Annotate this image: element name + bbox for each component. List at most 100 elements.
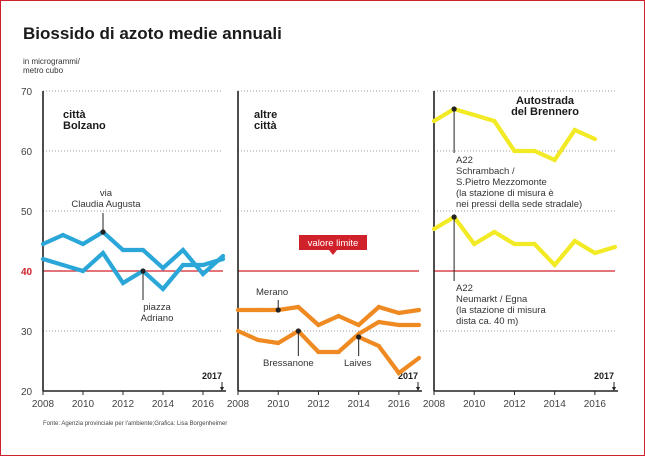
data-point-3-1-2014 <box>552 157 557 163</box>
limit-callout-pointer <box>329 250 337 255</box>
data-point-1-2-2017 <box>220 256 226 262</box>
data-point-3-1-2015 <box>572 127 577 133</box>
annotation-label-3-1: A22 Schrambach / S.Pietro Mezzomonte (la st… <box>456 155 582 210</box>
data-point-1-2-2011 <box>100 250 106 256</box>
x-tick-label-3-2008: 2008 <box>423 399 446 410</box>
data-point-1-2-2010 <box>80 268 86 274</box>
x-tick-label-2-2014: 2014 <box>348 399 371 410</box>
series-line-2-1 <box>238 304 420 328</box>
x-tick-label-2-2010: 2010 <box>267 399 290 410</box>
data-point-2-1-2016 <box>396 310 401 316</box>
x-tick-label-1-2008: 2008 <box>32 399 55 410</box>
data-point-2-3-2016 <box>396 370 401 376</box>
data-point-3-2-2008 <box>431 226 437 232</box>
x-tick-label-1-2016: 2016 <box>192 399 215 410</box>
panel-title-1: città Bolzano <box>63 109 106 132</box>
y-tick-label-40: 40 <box>21 267 33 278</box>
x-tick-label-2-2016: 2016 <box>388 399 411 410</box>
data-point-3-1-2010 <box>472 112 477 118</box>
annotation-dot-3-1 <box>451 106 457 112</box>
y-tick-label-70: 70 <box>21 87 33 98</box>
x-tick-label-2-2008: 2008 <box>227 399 250 410</box>
annotation-dot-1-2 <box>140 268 146 274</box>
x-tick-label-2-2012: 2012 <box>307 399 330 410</box>
data-point-2-1-2012 <box>316 322 321 328</box>
data-point-2-3-2015 <box>376 343 381 349</box>
data-point-3-2-2017 <box>612 244 618 250</box>
data-point-1-1-2008 <box>40 241 46 247</box>
limit-callout-label: valore limite <box>308 238 359 249</box>
panel-title-2: altre città <box>254 109 278 132</box>
annotation-dot-2-3 <box>356 334 362 340</box>
data-point-2-2-2009 <box>256 337 261 343</box>
data-point-1-2-2015 <box>180 262 186 268</box>
data-point-3-1-2012 <box>512 148 517 154</box>
data-point-1-1-2016 <box>200 271 206 277</box>
chart-title: Biossido di azoto medie annuali <box>23 24 282 43</box>
data-point-1-1-2012 <box>120 247 126 253</box>
data-point-1-2-2008 <box>40 256 46 262</box>
annotation-dot-2-2 <box>295 328 301 334</box>
series-line-2-3 <box>357 335 421 376</box>
data-point-1-2-2009 <box>60 262 66 268</box>
data-point-1-1-2014 <box>160 265 166 271</box>
data-point-3-1-2008 <box>431 118 437 124</box>
x-tick-label-3-2016: 2016 <box>584 399 607 410</box>
data-point-1-1-2010 <box>80 241 86 247</box>
data-point-2-2-2008 <box>235 328 241 334</box>
x-tick-label-1-2012: 2012 <box>112 399 135 410</box>
x-tick-label-1-2014: 2014 <box>152 399 175 410</box>
data-point-3-2-2013 <box>532 241 537 247</box>
x-tick-label-1-2010: 2010 <box>72 399 95 410</box>
y-tick-label-50: 50 <box>21 207 33 218</box>
data-point-1-2-2012 <box>120 280 126 286</box>
year-2017-label-2: 2017 <box>398 371 418 381</box>
data-point-2-1-2011 <box>296 304 301 310</box>
year-2017-arrow-1 <box>220 387 224 391</box>
data-point-3-2-2015 <box>572 238 577 244</box>
year-2017-arrow-3 <box>612 387 616 391</box>
data-point-2-3-2017 <box>416 355 422 361</box>
series-line-1-1 <box>42 229 225 278</box>
unit-label-2: metro cubo <box>23 66 64 75</box>
data-point-2-1-2009 <box>256 307 261 313</box>
data-point-2-2-2010 <box>276 340 281 346</box>
data-point-2-1-2014 <box>356 322 361 328</box>
data-point-2-1-2008 <box>235 307 241 313</box>
data-point-1-1-2017 <box>220 253 226 259</box>
data-point-1-1-2015 <box>180 247 186 253</box>
annotation-label-1-2: piazza Adriano <box>141 302 174 324</box>
plot-area: 20 30 40 50 60 70 2008 2010 2012 2014 2016 2017 citt… <box>21 87 618 410</box>
series-line-2-2 <box>237 319 419 355</box>
data-point-2-2-2017 <box>416 322 422 328</box>
data-point-2-1-2017 <box>416 307 422 313</box>
data-point-1-1-2009 <box>60 232 66 238</box>
data-point-2-2-2016 <box>396 322 401 328</box>
y-tick-label-20: 20 <box>21 387 33 398</box>
series-line-1-2 <box>42 249 224 293</box>
x-tick-label-3-2010: 2010 <box>463 399 486 410</box>
series-line-3-2 <box>432 214 616 269</box>
y-tick-label-30: 30 <box>21 327 33 338</box>
data-point-2-1-2015 <box>376 304 381 310</box>
year-2017-arrow-2 <box>416 387 420 391</box>
data-point-1-2-2016 <box>200 262 206 268</box>
annotation-label-1-1: via Claudia Augusta <box>71 188 141 210</box>
data-point-3-1-2013 <box>532 148 537 154</box>
source-note: Fonte: Agenzia provinciale per l'ambient… <box>43 421 227 427</box>
data-point-3-2-2011 <box>492 229 497 235</box>
data-point-3-2-2012 <box>512 241 517 247</box>
annotation-dot-1-1 <box>100 229 106 235</box>
annotation-dot-3-2 <box>451 214 457 220</box>
data-point-3-1-2016 <box>592 136 597 142</box>
x-tick-label-3-2014: 2014 <box>544 399 567 410</box>
annotation-label-2-2: Bressanone <box>263 358 314 369</box>
year-2017-label-1: 2017 <box>202 371 222 381</box>
panel-title-3: Autostrada del Brennero <box>511 95 579 118</box>
data-point-2-1-2013 <box>336 313 341 319</box>
annotation-dot-2-1 <box>275 307 281 313</box>
unit-label-1: in microgrammi/ <box>23 57 81 66</box>
data-point-2-2-2013 <box>336 349 341 355</box>
